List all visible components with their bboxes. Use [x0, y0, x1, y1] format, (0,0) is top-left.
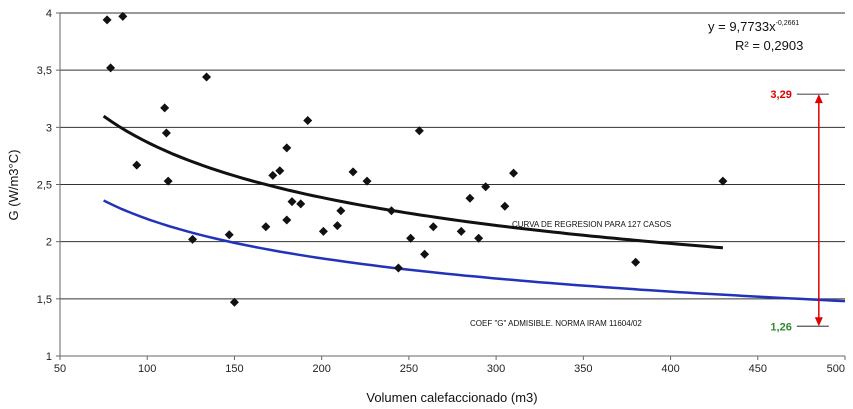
data-point — [718, 176, 728, 186]
range-marker-arrowhead-bottom — [814, 317, 823, 327]
data-point — [481, 182, 491, 192]
x-tick-label: 500 — [827, 363, 845, 375]
equation-r-squared: R² = 0,2903 — [735, 38, 803, 53]
data-point — [275, 166, 285, 176]
x-tick-label: 250 — [400, 363, 418, 375]
y-tick-label: 2 — [46, 237, 52, 249]
x-tick-label: 50 — [54, 363, 66, 375]
data-point — [161, 128, 171, 138]
admissible-curve-line — [103, 199, 846, 303]
y-tick-label: 1 — [46, 351, 52, 363]
data-point — [160, 103, 170, 113]
x-tick-label: 400 — [661, 363, 679, 375]
data-point — [202, 72, 212, 82]
y-tick-label: 3 — [46, 122, 52, 134]
y-axis-ticks: 1 1,5 2 2,5 3 3,5 4 — [37, 8, 60, 363]
data-point — [414, 126, 424, 136]
data-point — [336, 206, 346, 216]
range-marker-top-label: 3,29 — [770, 89, 791, 101]
data-point — [420, 249, 430, 259]
data-point — [102, 15, 112, 25]
y-axis-title: G (W/m3°C) — [6, 150, 21, 221]
data-point — [132, 160, 142, 170]
equation-prefix: y = 9,7733x — [708, 19, 776, 34]
equation-exponent: -0,2661 — [776, 20, 800, 27]
data-point — [509, 168, 519, 178]
y-tick-label: 2,5 — [37, 180, 52, 192]
range-marker-arrowhead-top — [814, 94, 823, 104]
data-point — [282, 215, 292, 225]
data-point — [106, 63, 116, 73]
data-point — [163, 176, 173, 186]
range-marker: 3,29 1,26 — [770, 89, 829, 333]
x-tick-label: 100 — [138, 363, 156, 375]
y-tick-label: 4 — [46, 8, 52, 20]
data-point — [393, 263, 403, 273]
data-point — [303, 115, 313, 125]
data-point — [428, 222, 438, 232]
data-point — [474, 233, 484, 243]
data-point — [268, 170, 278, 180]
data-point — [287, 197, 297, 207]
data-point — [296, 199, 306, 209]
x-tick-label: 450 — [749, 363, 767, 375]
x-tick-label: 150 — [225, 363, 243, 375]
x-axis-title: Volumen calefaccionado (m3) — [366, 390, 537, 405]
data-point — [386, 206, 396, 216]
data-point — [406, 233, 416, 243]
data-point — [118, 11, 128, 21]
data-point — [500, 201, 510, 211]
data-point — [261, 222, 271, 232]
data-point — [465, 193, 475, 203]
data-point — [348, 167, 358, 177]
y-tick-label: 1,5 — [37, 294, 52, 306]
data-point — [456, 226, 466, 236]
y-tick-label: 3,5 — [37, 65, 52, 77]
admissible-label: COEF "G" ADMISIBLE. NORMA IRAM 11604/02 — [470, 319, 642, 328]
x-tick-label: 300 — [487, 363, 505, 375]
x-axis-ticks: 50 100 150 200 250 300 350 400 450 500 — [54, 356, 846, 375]
range-marker-bottom-label: 1,26 — [770, 321, 791, 333]
regression-label: CURVA DE REGRESION PARA 127 CASOS — [512, 220, 671, 229]
data-point — [318, 226, 328, 236]
data-point — [188, 234, 198, 244]
data-point — [332, 221, 342, 231]
x-tick-label: 350 — [574, 363, 592, 375]
equation-line-1: y = 9,7733x-0,2661 — [708, 19, 799, 34]
data-point — [229, 297, 239, 307]
data-point — [631, 257, 641, 267]
data-point — [224, 230, 234, 240]
regression-curve-line — [102, 114, 724, 250]
scatter-points — [102, 11, 728, 307]
data-point — [282, 143, 292, 153]
x-tick-label: 200 — [312, 363, 330, 375]
data-point — [362, 176, 372, 186]
